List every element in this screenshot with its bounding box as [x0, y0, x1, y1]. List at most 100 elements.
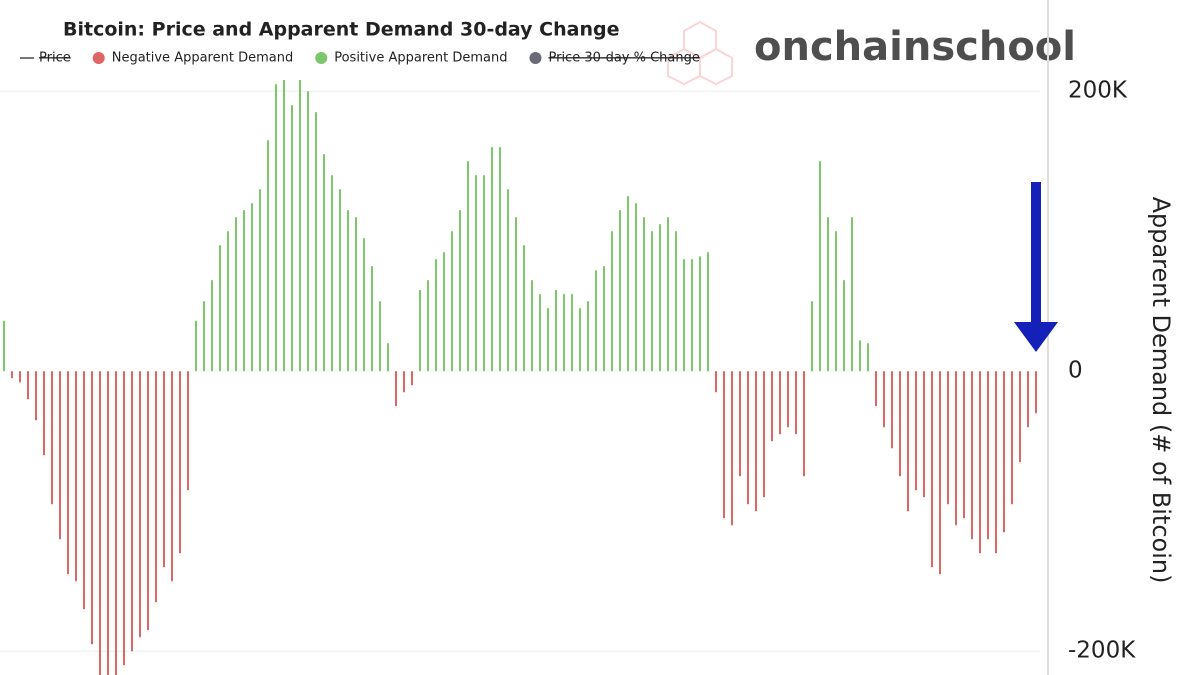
- bar: [451, 231, 453, 372]
- bar: [827, 217, 829, 372]
- bar: [219, 245, 221, 372]
- bar: [587, 301, 589, 372]
- bar: [507, 189, 509, 372]
- y-tick-label: 200K: [1068, 78, 1128, 104]
- bar: [51, 371, 53, 505]
- bar: [627, 196, 629, 372]
- y-tick-label: -200K: [1068, 638, 1136, 664]
- bar: [299, 80, 301, 372]
- bar: [707, 252, 709, 372]
- bar: [987, 371, 989, 540]
- bar: [955, 371, 957, 526]
- bar: [483, 175, 485, 372]
- bar: [491, 147, 493, 372]
- bar: [899, 371, 901, 477]
- bar: [75, 371, 77, 582]
- bar: [179, 371, 181, 554]
- bar: [363, 238, 365, 372]
- bar: [339, 189, 341, 372]
- bar: [939, 371, 941, 575]
- bar: [651, 231, 653, 372]
- bar: [267, 140, 269, 372]
- bar: [443, 252, 445, 372]
- bar: [643, 217, 645, 372]
- bar: [979, 371, 981, 554]
- bar: [155, 371, 157, 603]
- bar: [1019, 371, 1021, 463]
- bar: [147, 371, 149, 631]
- bar: [859, 340, 861, 372]
- bar: [123, 371, 125, 666]
- bar: [195, 320, 197, 372]
- bar: [259, 189, 261, 372]
- bar: [27, 371, 29, 400]
- bar: [315, 112, 317, 372]
- bar: [603, 266, 605, 372]
- bar: [723, 371, 725, 519]
- bar: [275, 84, 277, 372]
- bar: [795, 371, 797, 435]
- legend-label: Price: [39, 51, 71, 66]
- bar: [667, 217, 669, 372]
- bar: [811, 301, 813, 372]
- bar: [851, 217, 853, 372]
- bar: [691, 259, 693, 372]
- bar: [995, 371, 997, 554]
- bar: [875, 371, 877, 407]
- bar: [867, 343, 869, 372]
- bar: [771, 371, 773, 442]
- bar: [139, 371, 141, 638]
- bar: [403, 371, 405, 393]
- bar: [211, 280, 213, 372]
- bar: [1027, 371, 1029, 428]
- bar: [835, 231, 837, 372]
- bar: [115, 371, 117, 675]
- bar: [91, 371, 93, 645]
- bar: [411, 371, 413, 386]
- bar: [715, 371, 717, 393]
- bar: [187, 371, 189, 491]
- bar: [67, 371, 69, 575]
- bar: [395, 371, 397, 407]
- bar: [11, 371, 13, 379]
- y-tick-label: 0: [1068, 358, 1083, 384]
- bar: [355, 217, 357, 372]
- bar: [515, 217, 517, 372]
- bar: [547, 308, 549, 372]
- bar: [731, 371, 733, 526]
- bar: [99, 371, 101, 675]
- arrow: [1014, 182, 1058, 352]
- bar: [291, 105, 293, 372]
- bar: [1003, 371, 1005, 533]
- bar: [435, 259, 437, 372]
- bar: [523, 245, 525, 372]
- bar: [915, 371, 917, 491]
- bar: [3, 320, 5, 372]
- bar: [347, 210, 349, 372]
- bar: [307, 91, 309, 372]
- bar: [331, 175, 333, 372]
- bar: [283, 80, 285, 372]
- bar: [635, 203, 637, 372]
- bar: [59, 371, 61, 540]
- bar: [171, 371, 173, 582]
- y-axis-label: Apparent Demand (# of Bitcoin): [1147, 197, 1175, 584]
- bar: [747, 371, 749, 505]
- bar: [427, 280, 429, 372]
- bar: [787, 371, 789, 428]
- legend-marker: [315, 52, 328, 64]
- bar: [235, 217, 237, 372]
- watermark: onchainschool: [754, 24, 1076, 70]
- bar: [203, 301, 205, 372]
- bar: [739, 371, 741, 477]
- legend-marker: [529, 52, 542, 64]
- bar: [467, 161, 469, 372]
- bar: [819, 161, 821, 372]
- bar: [611, 231, 613, 372]
- legend-label: Price 30-day % Change: [548, 51, 699, 66]
- bar: [763, 371, 765, 498]
- legend-label: Positive Apparent Demand: [334, 51, 507, 66]
- bar: [475, 175, 477, 372]
- bar: [579, 308, 581, 372]
- bar: [571, 294, 573, 372]
